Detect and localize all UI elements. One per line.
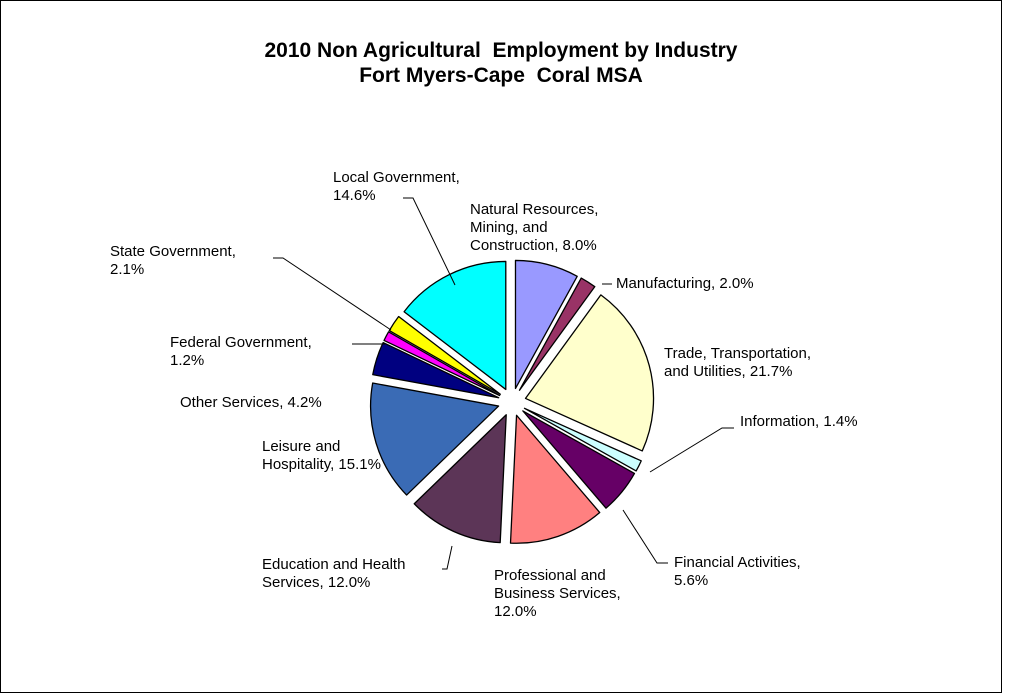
data-label-4-line-1: Information, 1.4% — [740, 413, 858, 430]
data-label-5: Financial Activities, 5.6% — [674, 554, 801, 589]
data-label-12-line-1: Local Government, — [333, 169, 460, 186]
data-label-10: Federal Government, 1.2% — [170, 334, 312, 369]
leader-line-4 — [649, 427, 734, 473]
data-label-7-line-2: Services, 12.0% — [262, 574, 370, 591]
pie-slice-9 — [372, 341, 500, 399]
pie-slice-4 — [523, 407, 642, 472]
data-label-11: State Government, 2.1% — [110, 243, 236, 278]
data-label-9: Other Services, 4.2% — [180, 394, 322, 411]
data-label-3-line-2: and Utilities, 21.7% — [664, 363, 792, 380]
pie-slices — [370, 259, 655, 544]
chart-subtitle: Fort Myers-Cape Coral MSA — [359, 64, 643, 87]
pie-slice-1 — [514, 259, 578, 390]
data-label-1-line-2: Mining, and — [470, 219, 548, 236]
pie-slice-8 — [370, 382, 500, 496]
data-label-6-line-3: 12.0% — [494, 603, 537, 620]
data-label-12-line-2: 14.6% — [333, 187, 376, 204]
pie-slice-11 — [388, 315, 501, 395]
data-label-11-line-1: State Government, — [110, 243, 236, 260]
data-label-1-line-3: Construction, 8.0% — [470, 237, 597, 254]
data-labels: Natural Resources, Mining, and Constructio… — [110, 169, 858, 620]
leader-line-5 — [622, 509, 668, 564]
data-label-6: Professional and Business Services, 12.0% — [494, 567, 621, 620]
data-label-11-line-2: 2.1% — [110, 261, 144, 278]
data-label-1-line-1: Natural Resources, — [470, 201, 598, 218]
data-label-8-line-1: Leisure and — [262, 438, 340, 455]
pie-slice-12 — [403, 260, 507, 391]
leader-line-11 — [273, 257, 392, 331]
data-label-8-line-2: Hospitality, 15.1% — [262, 456, 381, 473]
pie-slice-6 — [509, 414, 601, 544]
pie-slice-7 — [413, 414, 507, 544]
pie-slice-10 — [383, 331, 501, 397]
pie-slice-5 — [522, 410, 636, 509]
leader-line-7 — [442, 545, 453, 570]
data-label-4: Information, 1.4% — [740, 413, 858, 430]
data-label-9-line-1: Other Services, 4.2% — [180, 394, 322, 411]
data-label-7-line-1: Education and Health — [262, 556, 405, 573]
data-label-7: Education and Health Services, 12.0% — [262, 556, 405, 591]
data-label-2-line-1: Manufacturing, 2.0% — [616, 275, 754, 292]
leader-lines — [273, 197, 734, 570]
data-label-5-line-1: Financial Activities, — [674, 554, 801, 571]
data-label-8: Leisure and Hospitality, 15.1% — [262, 438, 381, 473]
data-label-3: Trade, Transportation, and Utilities, 21.… — [664, 345, 811, 380]
chart-title-block: 2010 Non Agricultural Employment by Indu… — [0, 38, 1002, 88]
data-label-1: Natural Resources, Mining, and Constructio… — [470, 201, 598, 254]
data-label-12: Local Government, 14.6% — [333, 169, 460, 204]
data-label-10-line-1: Federal Government, — [170, 334, 312, 351]
data-label-10-line-2: 1.2% — [170, 352, 204, 369]
data-label-5-line-2: 5.6% — [674, 572, 708, 589]
data-label-3-line-1: Trade, Transportation, — [664, 345, 811, 362]
pie-slice-2 — [518, 277, 596, 391]
data-label-2: Manufacturing, 2.0% — [616, 275, 754, 292]
data-label-6-line-1: Professional and — [494, 567, 606, 584]
pie-slice-3 — [524, 294, 655, 452]
chart-title: 2010 Non Agricultural Employment by Indu… — [264, 39, 738, 62]
leader-line-12 — [403, 197, 456, 286]
data-label-6-line-2: Business Services, — [494, 585, 621, 602]
